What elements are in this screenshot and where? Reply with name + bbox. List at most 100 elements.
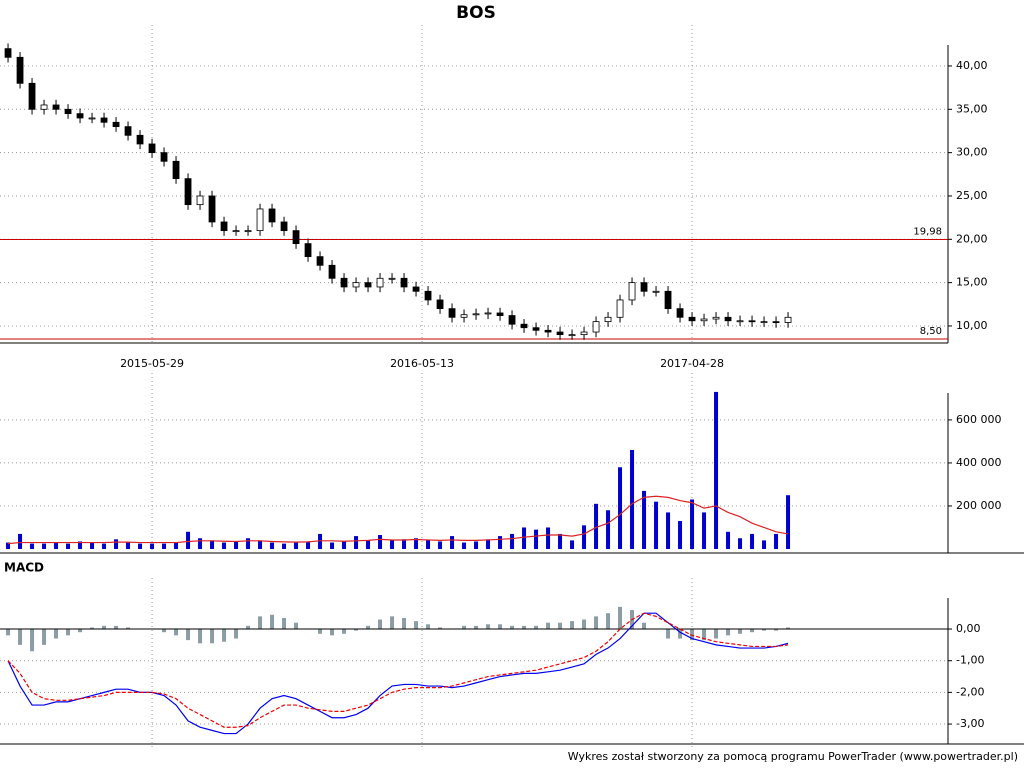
candle-body xyxy=(388,277,396,280)
bar xyxy=(6,542,11,549)
candle-body xyxy=(244,230,252,233)
bar xyxy=(678,521,683,549)
panel-title: MACD xyxy=(4,561,44,575)
histogram-bar xyxy=(618,606,623,630)
histogram-bar xyxy=(66,629,71,636)
bar xyxy=(438,541,443,549)
bar xyxy=(522,527,527,549)
candle-body xyxy=(220,221,228,232)
bar xyxy=(342,541,347,549)
bar xyxy=(306,541,311,549)
candle-body xyxy=(688,316,696,322)
histogram-bar xyxy=(726,629,731,636)
histogram-bar xyxy=(246,625,251,630)
bar xyxy=(666,512,671,549)
histogram-bar xyxy=(198,629,203,644)
x-tick-label: 2016-05-13 xyxy=(390,357,454,370)
candle-body xyxy=(604,316,612,323)
bar xyxy=(354,536,359,549)
histogram-bar xyxy=(510,625,515,630)
bar xyxy=(30,543,35,549)
bar xyxy=(234,541,239,549)
candle-body xyxy=(148,143,156,154)
histogram-bar xyxy=(270,614,275,630)
candle-body xyxy=(532,327,540,331)
reference-label: 19,98 xyxy=(913,226,942,237)
bar xyxy=(486,539,491,549)
histogram-bar xyxy=(30,629,35,652)
histogram-bar xyxy=(582,619,587,630)
bar xyxy=(138,543,143,549)
y-tick-label: -3,00 xyxy=(956,717,984,730)
candle-body xyxy=(256,208,264,232)
histogram-bar xyxy=(498,624,503,630)
line xyxy=(7,612,789,735)
bar xyxy=(654,501,659,549)
histogram-bar xyxy=(354,629,359,631)
bar xyxy=(258,540,263,549)
candle-body xyxy=(664,290,672,310)
candle-body xyxy=(652,290,660,293)
candle-body xyxy=(760,321,768,324)
y-tick-label: 25,00 xyxy=(956,189,988,202)
histogram-bar xyxy=(6,629,11,636)
candle-body xyxy=(100,117,108,123)
candle-body xyxy=(700,318,708,322)
candle-body xyxy=(16,56,24,84)
bar xyxy=(570,540,575,549)
histogram-bar xyxy=(186,629,191,641)
bar xyxy=(198,538,203,549)
bar xyxy=(102,543,107,549)
bar xyxy=(690,499,695,549)
bar xyxy=(558,533,563,549)
y-tick-label: 15,00 xyxy=(956,276,988,289)
bar xyxy=(90,542,95,549)
y-tick-label: 0,00 xyxy=(956,622,981,635)
histogram-bar xyxy=(102,625,107,630)
candle-body xyxy=(208,195,216,223)
bar xyxy=(546,527,551,549)
bar xyxy=(402,539,407,549)
candle-body xyxy=(4,48,12,58)
candle-body xyxy=(436,299,444,310)
candle-body xyxy=(508,315,516,325)
histogram-bar xyxy=(666,629,671,639)
bar xyxy=(18,533,23,549)
candle-body xyxy=(172,160,180,180)
candle-body xyxy=(772,321,780,324)
histogram-bar xyxy=(678,629,683,639)
candle-body xyxy=(712,316,720,320)
bar xyxy=(246,538,251,549)
histogram-bar xyxy=(222,629,227,642)
y-tick-label: 35,00 xyxy=(956,102,988,115)
candle-body xyxy=(184,178,192,206)
bar xyxy=(510,533,515,549)
candle-body xyxy=(424,290,432,301)
histogram-bar xyxy=(402,617,407,630)
bar xyxy=(426,540,431,549)
candle-body xyxy=(676,308,684,318)
histogram-bar xyxy=(234,629,239,639)
line xyxy=(7,495,789,545)
candle-body xyxy=(64,108,72,115)
candle-body xyxy=(544,329,552,333)
histogram-bar xyxy=(162,629,167,633)
histogram-bar xyxy=(702,629,707,641)
histogram-bar xyxy=(114,625,119,630)
candle-body xyxy=(268,208,276,223)
y-tick-label: -1,00 xyxy=(956,654,984,667)
y-tick-label: 200 000 xyxy=(956,499,1002,512)
line xyxy=(7,612,789,728)
bar xyxy=(630,450,635,549)
chart-title: BOS xyxy=(456,3,496,23)
candle-body xyxy=(52,104,60,110)
bar xyxy=(186,531,191,549)
candle-body xyxy=(112,121,120,128)
bar xyxy=(606,510,611,549)
histogram-bar xyxy=(282,617,287,630)
histogram-bar xyxy=(714,629,719,639)
histogram-bar xyxy=(342,629,347,634)
candle-body xyxy=(592,321,600,333)
bar xyxy=(462,542,467,549)
